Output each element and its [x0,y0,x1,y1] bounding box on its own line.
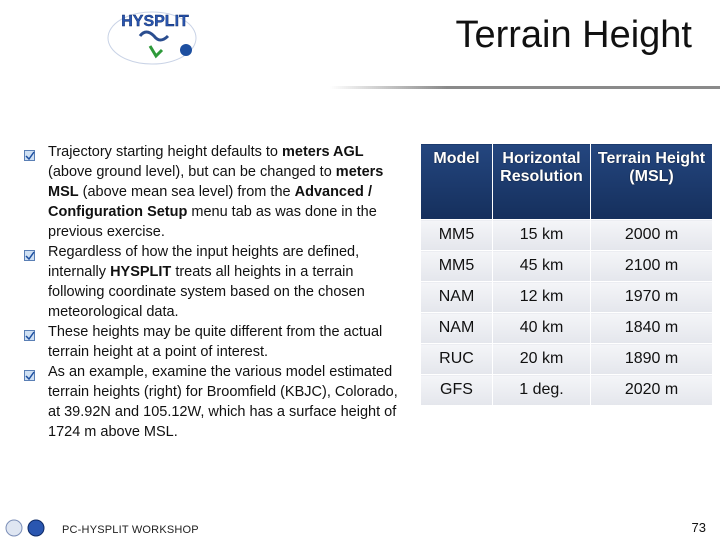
table-cell: 2020 m [590,374,713,406]
table-cell: GFS [420,374,493,406]
table-cell: 40 km [492,312,591,344]
bullet-icon [24,150,35,161]
table-row: NAM 40 km 1840 m [420,312,713,344]
logo-swirl [138,30,170,42]
bullet-marker [24,247,35,261]
hysplit-logo: HYSPLIT [107,11,197,65]
table-cell: 2000 m [590,219,713,251]
table-body: MM5 15 km 2000 m MM5 45 km 2100 m NAM 12 km 1970… [420,219,713,406]
footer-logo [27,519,45,537]
table-cell: 45 km [492,250,591,282]
footer-logo [5,519,23,537]
bullet-icon [24,250,35,261]
table-cell: 15 km [492,219,591,251]
header-row: Model Horizontal Resolution Terrain Height… [420,143,713,220]
bullet-marker [24,367,35,381]
bullet-text: (above ground level), but can be changed… [48,164,336,180]
bullet-text: Trajectory starting height defaults to [48,144,282,160]
table-row: GFS 1 deg. 2020 m [420,374,713,406]
bullet-item: As an example, examine the various model… [22,362,407,442]
table-row: NAM 12 km 1970 m [420,281,713,313]
logo-text: HYSPLIT [121,13,189,30]
terrain-table: Model Horizontal Resolution Terrain Height… [420,143,713,406]
title-rule [330,86,720,89]
footer-text: PC-HYSPLIT WORKSHOP [62,524,199,536]
column-header: Horizontal Resolution [492,143,591,220]
page-number: 73 [691,520,706,535]
footer-logos [5,519,45,537]
table-row: MM5 45 km 2100 m [420,250,713,282]
table-cell: RUC [420,343,493,375]
bullet-icon [24,370,35,381]
bullet-text: Regardless of how the input heights are … [48,244,360,280]
logo-dot [180,44,192,56]
bullet-text: meters MSL [48,164,384,200]
table-cell: 1840 m [590,312,713,344]
table-cell: 12 km [492,281,591,313]
table-cell: 2100 m [590,250,713,282]
bullet-text: treats all heights in a terrain followin… [48,264,365,320]
table-cell: 1 deg. [492,374,591,406]
table-cell: NAM [420,281,493,313]
bullet-item: Regardless of how the input heights are … [22,242,407,322]
bullet-text: meters AGL [282,144,364,160]
table-cell: 1970 m [590,281,713,313]
table-row: MM5 15 km 2000 m [420,219,713,251]
slide-title: Terrain Height [455,14,692,56]
table-cell: 20 km [492,343,591,375]
bullet-text: Advanced / Configuration Setup [48,184,372,220]
column-header: Terrain Height (MSL) [590,143,713,220]
bullet-item: These heights may be quite different fro… [22,322,407,362]
bullet-marker [24,327,35,341]
bullet-text: menu tab as was done in the previous exe… [48,204,377,240]
table-row: RUC 20 km 1890 m [420,343,713,375]
table-cell: 1890 m [590,343,713,375]
bullet-text: As an example, examine the various model… [48,364,398,440]
bullet-text: These heights may be quite different fro… [48,324,383,360]
bullet-list: Trajectory starting height defaults to m… [22,142,407,442]
table-cell: NAM [420,312,493,344]
logo-tick [148,45,164,59]
bullet-text: (above mean sea level) from the [78,184,295,200]
column-header: Model [420,143,493,220]
bullet-marker [24,147,35,161]
table-cell: MM5 [420,250,493,282]
table-cell: MM5 [420,219,493,251]
bullet-text: HYSPLIT [110,264,172,280]
bullet-icon [24,330,35,341]
bullet-item: Trajectory starting height defaults to m… [22,142,407,242]
logo-ring [107,11,197,65]
